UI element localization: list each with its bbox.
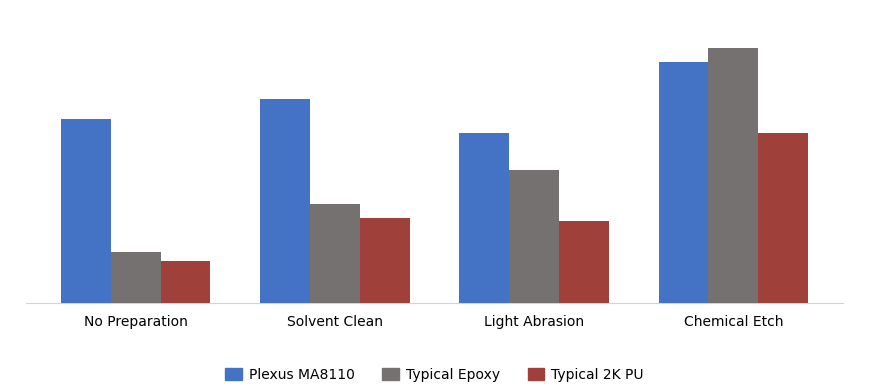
Bar bbox=[110, 252, 161, 303]
Bar bbox=[310, 204, 360, 303]
Bar bbox=[509, 170, 559, 303]
Bar bbox=[659, 62, 708, 303]
Legend: Plexus MA8110, Typical Epoxy, Typical 2K PU: Plexus MA8110, Typical Epoxy, Typical 2K… bbox=[220, 362, 649, 387]
Bar bbox=[460, 133, 509, 303]
Bar bbox=[708, 48, 759, 303]
Bar bbox=[61, 119, 110, 303]
Bar bbox=[360, 218, 409, 303]
Bar bbox=[559, 221, 609, 303]
Bar bbox=[759, 133, 808, 303]
Bar bbox=[260, 99, 310, 303]
Bar bbox=[161, 261, 210, 303]
